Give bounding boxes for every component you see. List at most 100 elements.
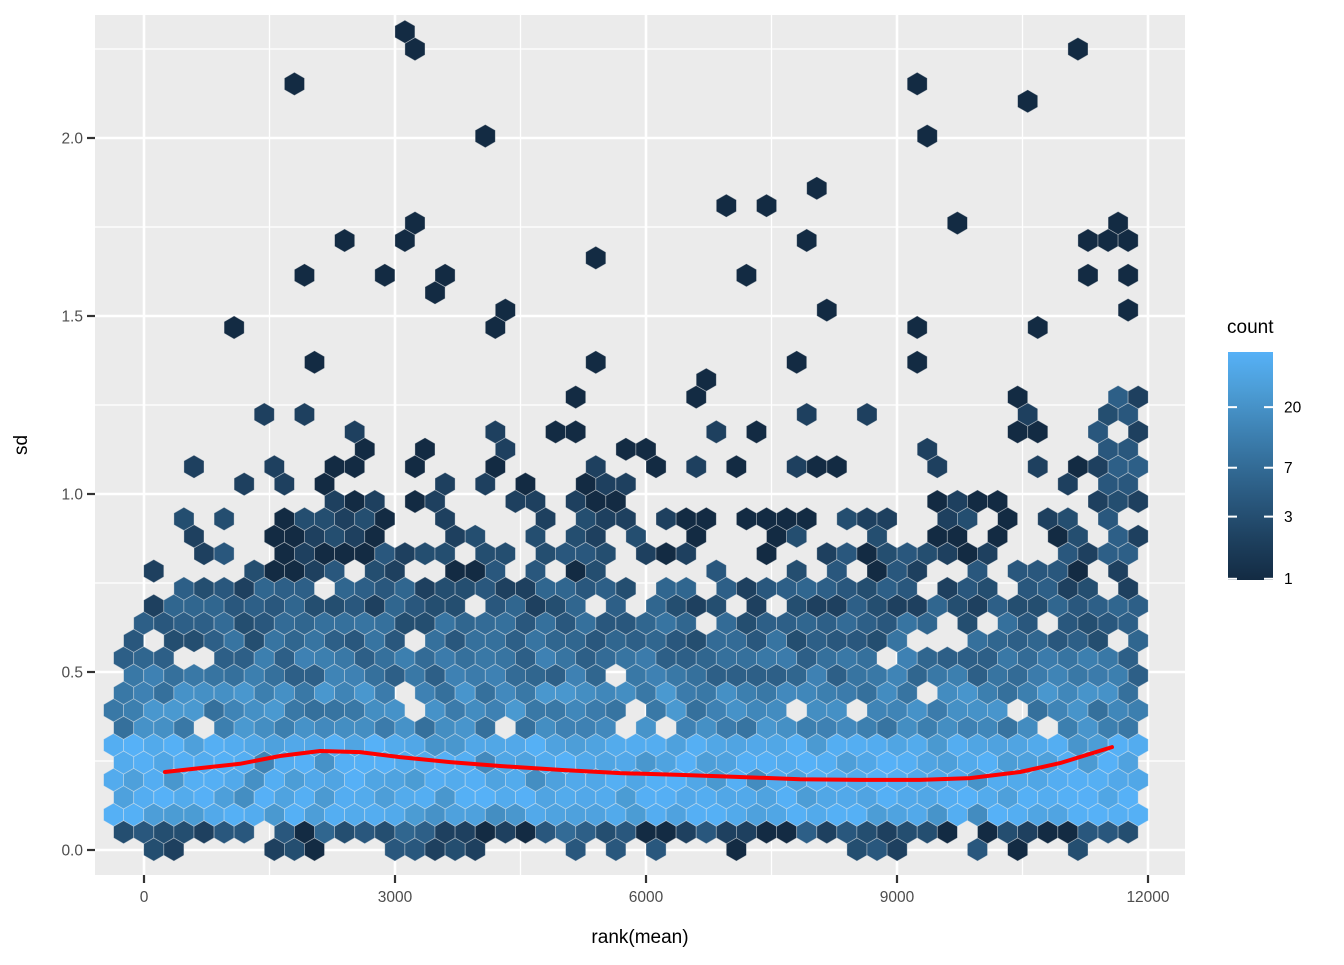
hex-cell <box>685 454 707 479</box>
hex-cell <box>906 71 928 96</box>
hex-cell <box>404 211 426 236</box>
outlier-hex-cell <box>816 298 838 323</box>
hex-cell <box>1127 385 1149 410</box>
smooth-line-group <box>163 745 1114 782</box>
outlier-hex-cell <box>424 280 446 305</box>
hex-cell <box>585 454 607 479</box>
y-tick-label: 1.5 <box>61 308 83 325</box>
x-tick-label: 12000 <box>1126 889 1169 906</box>
hex-cell <box>394 19 416 44</box>
hex-cell <box>394 228 416 253</box>
hex-cell <box>1077 263 1099 288</box>
outlier-hex-cell <box>1027 315 1049 340</box>
hex-cell <box>876 506 898 531</box>
y-tick-label: 2.0 <box>61 130 83 147</box>
hex-cell <box>414 437 436 462</box>
outlier-hex-cell <box>736 263 757 288</box>
hex-cell <box>806 176 828 201</box>
hex-cell <box>304 350 325 375</box>
outlier-hex-cell <box>1117 263 1139 288</box>
hex-cell <box>213 541 235 566</box>
hexbin-cells <box>103 19 1149 862</box>
hex-cell <box>796 228 818 253</box>
hex-cell <box>183 454 205 479</box>
hex-cell <box>585 350 607 375</box>
y-tick-label: 0.5 <box>61 664 83 681</box>
hex-cell <box>1127 524 1149 549</box>
outlier-hex-cell <box>585 245 607 270</box>
hex-cell <box>193 576 215 601</box>
hex-cell <box>1057 506 1079 531</box>
hex-cell <box>434 472 456 497</box>
hex-cell <box>515 472 536 497</box>
hex-cell <box>464 524 486 549</box>
hex-cell <box>705 419 727 444</box>
hex-cell <box>213 506 235 531</box>
hex-cell <box>364 489 386 514</box>
hex-cell <box>796 402 818 427</box>
hex-cell <box>746 419 767 444</box>
hex-cell <box>916 437 938 462</box>
outlier-hex-cell <box>494 298 516 323</box>
hex-cell <box>595 611 617 636</box>
axis-tick-marks <box>87 136 1150 883</box>
outlier-hex-cell <box>715 193 737 218</box>
y-axis-title: sd <box>11 435 32 455</box>
legend-tick-label: 20 <box>1284 400 1302 417</box>
legend-tick-label: 1 <box>1284 571 1293 588</box>
outlier-hex-cell <box>374 263 396 288</box>
hex-cell <box>695 367 717 392</box>
smooth-line <box>163 745 1114 782</box>
hex-cell <box>143 559 165 584</box>
outlier-hex-cell <box>283 71 305 96</box>
hex-cell <box>263 454 285 479</box>
outlier-hex-cell <box>1017 89 1039 114</box>
x-axis-tick-labels: 0 3000 6000 9000 12000 <box>140 889 1170 906</box>
hex-cell <box>253 402 275 427</box>
hex-cell <box>756 193 777 218</box>
outlier-hex-cell <box>1067 37 1089 62</box>
hex-cell <box>615 472 637 497</box>
x-axis-title: rank(mean) <box>591 927 688 948</box>
hex-cell <box>173 506 195 531</box>
hex-cell <box>675 576 697 601</box>
hex-cell <box>906 350 928 375</box>
hex-cell <box>856 402 878 427</box>
hex-cell <box>233 472 255 497</box>
hex-cell <box>786 559 808 584</box>
minor-gridlines <box>95 15 1185 875</box>
hex-cell <box>796 506 818 531</box>
hex-cell <box>695 506 717 531</box>
hex-cell <box>987 489 1008 514</box>
hex-cell <box>1007 385 1029 410</box>
hex-cell <box>705 559 727 584</box>
y-tick-label: 0.0 <box>61 842 83 859</box>
hex-cell <box>635 437 657 462</box>
hex-cell <box>494 541 516 566</box>
hex-cell <box>916 124 938 149</box>
legend-tick-label: 7 <box>1284 460 1293 477</box>
hex-cell <box>615 576 637 601</box>
outlier-hex-cell <box>906 315 928 340</box>
hex-cell <box>484 419 506 444</box>
legend-tick-label: 3 <box>1284 509 1293 526</box>
legend-tick-marks <box>1228 406 1273 580</box>
legend-tick-labels: 20 7 3 1 <box>1284 400 1302 589</box>
hex-cell <box>293 263 315 288</box>
y-axis-tick-labels: 0.0 0.5 1.0 1.5 2.0 <box>61 130 83 859</box>
x-tick-label: 9000 <box>880 889 915 906</box>
hex-cell <box>826 454 848 479</box>
legend-title: count <box>1227 317 1274 338</box>
outlier-hex-cell <box>1117 298 1139 323</box>
x-tick-label: 6000 <box>629 889 664 906</box>
hex-cell <box>796 715 818 740</box>
hex-cell <box>565 385 587 410</box>
y-tick-label: 1.0 <box>61 486 83 503</box>
legend: count 20 7 3 1 <box>1227 317 1302 588</box>
hex-cell <box>786 350 808 375</box>
hex-cell <box>293 402 315 427</box>
x-tick-label: 0 <box>140 889 149 906</box>
legend-colorbar <box>1228 352 1273 580</box>
